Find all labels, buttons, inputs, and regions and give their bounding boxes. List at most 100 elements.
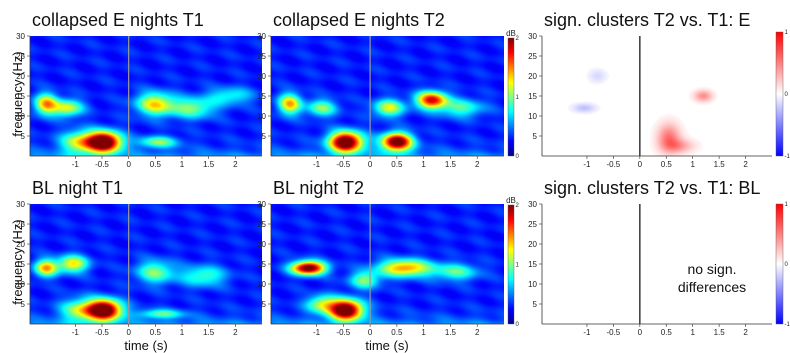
panels: collapsed E nights T1-1 -0.5 0 0.5 1 1.5 25101…: [10, 10, 790, 353]
x-tick-label: 1: [421, 160, 426, 169]
colorbar: 1 0 -1: [775, 30, 790, 160]
x-tick-label: -0.5: [95, 328, 109, 337]
x-tick-label: 0.5: [391, 328, 403, 337]
y-tick-label: 5: [262, 300, 267, 309]
colorbar-tick-label: 0: [785, 262, 789, 268]
colorbar-tick-label: -1: [785, 154, 790, 160]
y-tick-label: 20: [16, 72, 25, 81]
y-tick-label: 10: [16, 112, 25, 121]
no-differences-note: no sign.: [687, 261, 736, 277]
x-tick-label: 0.5: [661, 160, 673, 169]
x-tick-label: -1: [583, 160, 591, 169]
colorbar: dB2 1 0: [506, 196, 519, 328]
panel-p5: BL night T2-1 -0.5 0 0.5 1 1.5 251015202530tim…: [257, 178, 519, 353]
colorbar-tick-label: 2: [516, 36, 520, 42]
x-tick-label: 1: [180, 328, 185, 337]
panel-p3: sign. clusters T2 vs. T1: E -1 -0.5 0 0.5 1 1.…: [528, 10, 790, 169]
colorbar-tick-label: 0: [516, 322, 520, 328]
colorbar-unit: dB: [506, 196, 516, 205]
colorbar: 1 0 -1: [775, 202, 790, 328]
x-tick-label: 2: [233, 160, 238, 169]
x-tick-label: 1.5: [203, 160, 215, 169]
x-tick-label: -0.5: [95, 160, 109, 169]
x-tick-label: 1.5: [445, 160, 457, 169]
y-tick-label: 10: [16, 280, 25, 289]
panel-title: collapsed E nights T2: [273, 10, 445, 30]
x-tick-label: 2: [475, 328, 480, 337]
colorbar-tick-label: 2: [516, 203, 520, 209]
x-tick-label: 0.5: [661, 328, 673, 337]
colorbar-gradient: [507, 204, 515, 325]
no-differences-note: differences: [678, 279, 746, 295]
x-tick-label: -0.5: [336, 160, 350, 169]
y-tick-label: 25: [16, 220, 25, 229]
panel-title: collapsed E nights T1: [32, 10, 204, 30]
x-tick-label: 1.5: [203, 328, 215, 337]
heatmap-image: [271, 204, 504, 324]
x-tick-label: 2: [475, 160, 480, 169]
y-tick-label: 30: [528, 200, 537, 209]
y-tick-label: 5: [21, 300, 26, 309]
x-tick-label: 1: [690, 160, 695, 169]
colorbar-gradient: [507, 37, 515, 157]
colorbar-tick-label: 1: [785, 202, 789, 208]
y-tick-label: 30: [16, 200, 25, 209]
y-tick-label: 25: [16, 52, 25, 61]
x-tick-label: 1.5: [714, 328, 726, 337]
colorbar-tick-label: 0: [785, 92, 789, 98]
y-tick-label: 10: [528, 280, 537, 289]
x-tick-label: 1: [690, 328, 695, 337]
x-tick-label: 2: [233, 328, 238, 337]
panel-p4: BL night T1-1 -0.5 0 0.5 1 1.5 251015202530fre…: [10, 178, 262, 353]
x-tick-label: 0: [126, 328, 131, 337]
panel-title: sign. clusters T2 vs. T1: BL: [544, 178, 760, 198]
colorbar-tick-label: 1: [785, 30, 789, 36]
y-tick-label: 10: [528, 112, 537, 121]
y-tick-label: 15: [257, 92, 266, 101]
y-tick-label: 25: [528, 220, 537, 229]
x-tick-label: -1: [72, 160, 80, 169]
y-tick-label: 30: [528, 32, 537, 41]
y-tick-label: 10: [257, 112, 266, 121]
y-tick-label: 5: [262, 132, 267, 141]
x-tick-label: 1: [180, 160, 185, 169]
colorbar-tick-label: -1: [785, 322, 790, 328]
x-axis-label: time (s): [124, 338, 167, 353]
colorbar-gradient: [775, 31, 784, 157]
colorbar-gradient: [775, 203, 784, 325]
x-axis-label: time (s): [365, 338, 408, 353]
x-tick-label: -0.5: [606, 328, 620, 337]
heatmap-image: [542, 204, 772, 324]
heatmap-image: [271, 36, 504, 156]
x-tick-label: -0.5: [336, 328, 350, 337]
y-axis-label: frequency (Hz): [10, 51, 25, 136]
y-tick-label: 5: [533, 300, 538, 309]
x-tick-label: 1.5: [714, 160, 726, 169]
panel-title: BL night T1: [32, 178, 123, 198]
panel-p1: collapsed E nights T1-1 -0.5 0 0.5 1 1.5 25101…: [10, 10, 262, 169]
y-tick-label: 20: [257, 72, 266, 81]
y-tick-label: 20: [528, 240, 537, 249]
x-tick-label: 0: [638, 328, 643, 337]
x-tick-label: -1: [583, 328, 591, 337]
y-tick-label: 15: [257, 260, 266, 269]
panel-title: BL night T2: [273, 178, 364, 198]
heatmap-image: [30, 204, 262, 324]
y-tick-label: 30: [257, 32, 266, 41]
y-tick-label: 30: [16, 32, 25, 41]
y-tick-label: 20: [528, 72, 537, 81]
x-tick-label: 0: [638, 160, 643, 169]
y-axis-label: frequency (Hz): [10, 219, 25, 304]
y-tick-label: 20: [257, 240, 266, 249]
x-tick-label: 0: [126, 160, 131, 169]
x-tick-label: -0.5: [606, 160, 620, 169]
x-tick-label: 2: [743, 328, 748, 337]
y-tick-label: 10: [257, 280, 266, 289]
colorbar-tick-label: 1: [516, 263, 520, 269]
y-tick-label: 5: [533, 132, 538, 141]
x-tick-label: 1: [421, 328, 426, 337]
y-tick-label: 15: [528, 92, 537, 101]
panel-p6: sign. clusters T2 vs. T1: BL-1 -0.5 0 0.5 1 1…: [528, 178, 790, 337]
heatmap-image: [30, 36, 262, 156]
